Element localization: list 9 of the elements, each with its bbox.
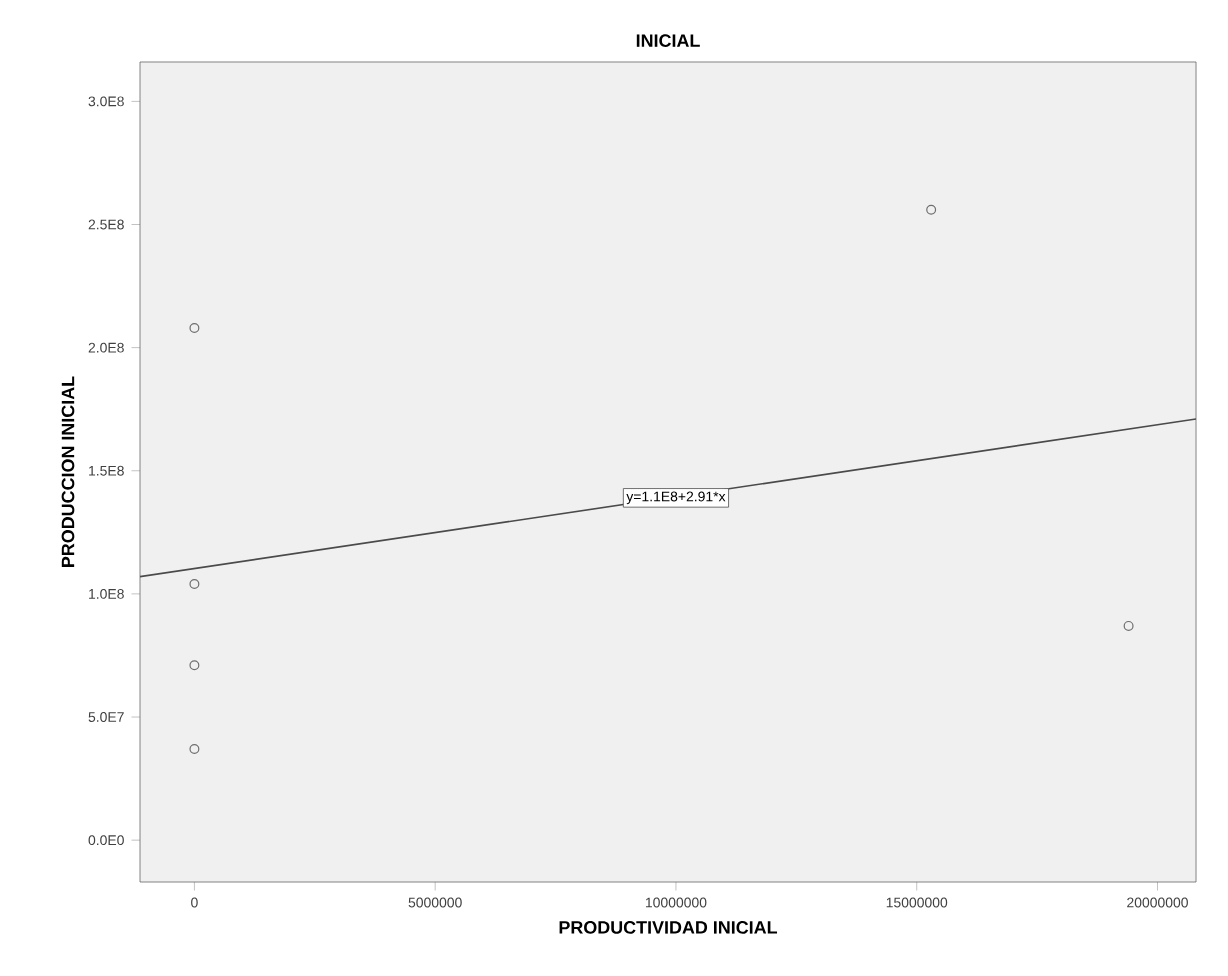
y-axis-title: PRODUCCION INICIAL [61, 376, 75, 567]
point [189, 660, 200, 671]
point [926, 204, 937, 215]
point [1123, 620, 1134, 631]
point [189, 744, 200, 755]
point [189, 579, 200, 590]
point [189, 322, 200, 333]
chart-title: INICIAL [636, 34, 700, 47]
x-axis-title: PRODUCTIVIDAD INICIAL [559, 921, 778, 934]
